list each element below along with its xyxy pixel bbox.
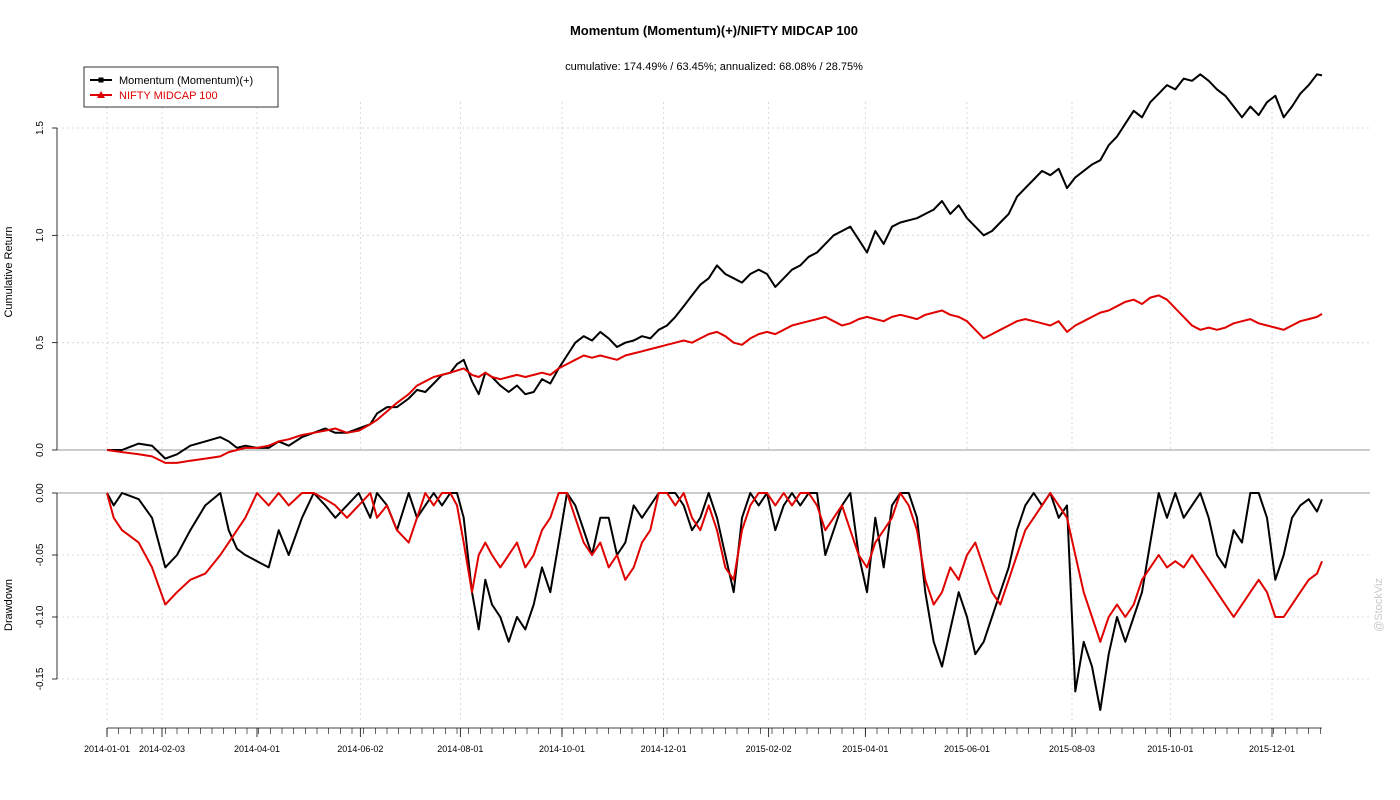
legend-marker-triangle-icon bbox=[97, 91, 105, 98]
x-tick-label: 2014-06-02 bbox=[337, 744, 383, 754]
top-y-tick-label: 0.5 bbox=[35, 335, 46, 349]
cumulative-line-momentum bbox=[107, 73, 1323, 460]
bottom-y-axis-label: Drawdown bbox=[3, 579, 15, 631]
x-tick-label: 2014-08-01 bbox=[437, 744, 483, 754]
legend-marker-square-icon bbox=[98, 77, 104, 83]
x-tick-label: 2014-10-01 bbox=[539, 744, 585, 754]
watermark: @StockViz bbox=[1373, 578, 1385, 632]
legend-box bbox=[83, 66, 279, 108]
legend-item-momentum: Momentum (Momentum)(+) bbox=[90, 75, 253, 87]
drawdown-series-group bbox=[106, 492, 1323, 711]
bottom-y-tick-label: -0.10 bbox=[35, 605, 46, 628]
drawdown-line-momentum bbox=[106, 492, 1323, 711]
x-tick-label: 2015-02-02 bbox=[746, 744, 792, 754]
bottom-panel-grid bbox=[57, 492, 1370, 722]
cumulative-line-nifty bbox=[106, 294, 1323, 464]
top-y-tick-label: 1.5 bbox=[35, 121, 46, 135]
top-y-tick-label: 0.0 bbox=[35, 443, 46, 457]
x-tick-label: 2015-10-01 bbox=[1147, 744, 1193, 754]
x-tick-label: 2015-04-01 bbox=[842, 744, 888, 754]
legend-label-momentum: Momentum (Momentum)(+) bbox=[119, 75, 253, 87]
top-y-axis: 0.0 0.5 1.0 1.5 bbox=[35, 121, 58, 457]
bottom-y-tick-label: -0.05 bbox=[35, 543, 46, 566]
bottom-y-tick-label: 0.00 bbox=[35, 483, 46, 503]
x-tick-label: 2014-04-01 bbox=[234, 744, 280, 754]
drawdown-line-nifty bbox=[106, 492, 1323, 643]
chart-subtitle: cumulative: 174.49% / 63.45%; annualized… bbox=[565, 61, 863, 73]
x-tick-label: 2015-08-03 bbox=[1049, 744, 1095, 754]
x-axis: 2014-01-01 2014-02-03 2014-04-01 2014-06-02… bbox=[84, 727, 1322, 754]
x-tick-label: 2015-12-01 bbox=[1249, 744, 1295, 754]
top-panel-grid bbox=[57, 102, 1370, 451]
legend: Momentum (Momentum)(+) NIFTY MIDCAP 100 bbox=[83, 66, 279, 108]
x-tick-label: 2014-01-01 bbox=[84, 744, 130, 754]
bottom-y-axis: 0.00 -0.05 -0.10 -0.15 bbox=[35, 483, 58, 690]
chart-title: Momentum (Momentum)(+)/NIFTY MIDCAP 100 bbox=[570, 23, 858, 38]
bottom-y-tick-label: -0.15 bbox=[35, 667, 46, 690]
top-y-tick-label: 1.0 bbox=[35, 228, 46, 242]
x-tick-label: 2014-02-03 bbox=[139, 744, 185, 754]
legend-item-nifty: NIFTY MIDCAP 100 bbox=[90, 90, 218, 102]
cumulative-series-group bbox=[106, 73, 1323, 464]
legend-label-nifty: NIFTY MIDCAP 100 bbox=[119, 90, 218, 102]
x-tick-label: 2014-12-01 bbox=[641, 744, 687, 754]
top-y-axis-label: Cumulative Return bbox=[3, 226, 15, 317]
x-tick-label: 2015-06-01 bbox=[944, 744, 990, 754]
